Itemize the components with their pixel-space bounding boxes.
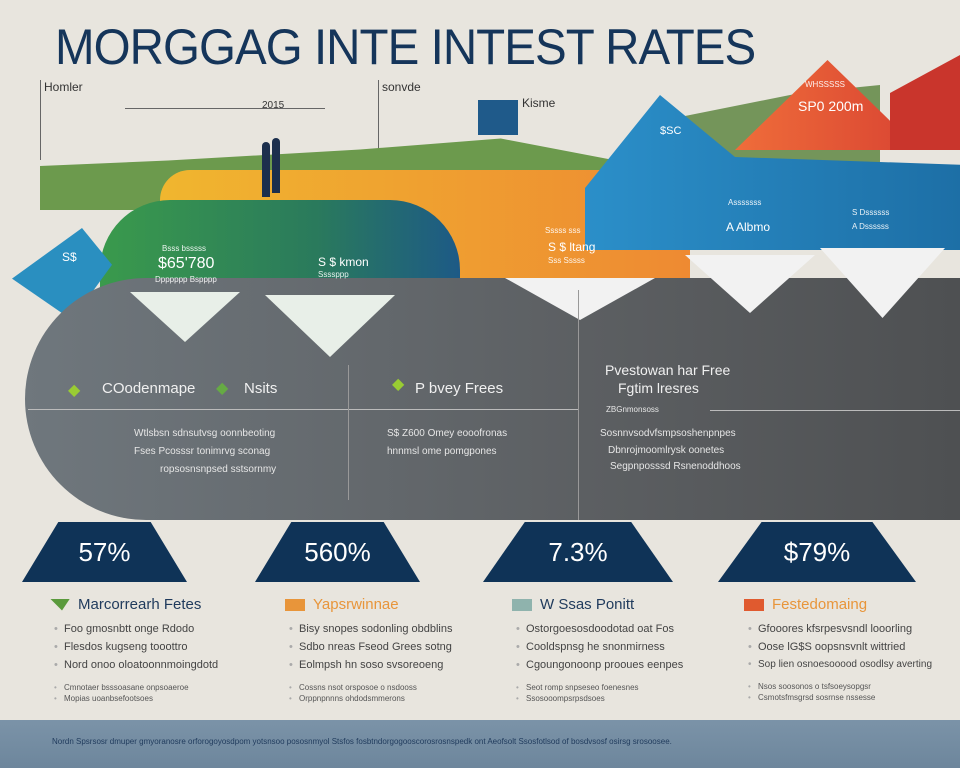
column-note: Orppnpnnns ohdodsmmerons bbox=[289, 694, 505, 703]
column-title: W Ssas Ponitt bbox=[540, 596, 635, 613]
marker-icon bbox=[512, 598, 532, 611]
label-kisme: Kisme bbox=[522, 96, 556, 110]
person-icon bbox=[272, 138, 280, 193]
divider bbox=[710, 410, 960, 411]
panel-heading: Nsits bbox=[244, 380, 278, 397]
panel-line: Wtlsbsn sdnsutvsg oonnbeoting bbox=[134, 428, 276, 439]
divider bbox=[578, 290, 579, 520]
column-note: Csmotsfmsgrsd sosrnse nssesse bbox=[748, 693, 960, 702]
panel-heading: Fgtim lresres bbox=[618, 380, 699, 396]
column-note: Seot romp snpseseo foenesnes bbox=[516, 683, 732, 692]
label-homler: Homler bbox=[44, 80, 83, 94]
red-value: SP0 200m bbox=[798, 98, 864, 114]
green-value-2: S $ kmon bbox=[318, 255, 369, 269]
blue-peak-label: $SC bbox=[660, 125, 682, 137]
column-item: Sop lien osnoesooood osodlsy averting bbox=[748, 659, 960, 670]
column-title: Festedomaing bbox=[772, 596, 868, 613]
panel-heading: P bvey Frees bbox=[415, 380, 504, 397]
info-column: W Ssas Ponitt Ostorgoesosdoodotad oat Fo… bbox=[512, 596, 732, 705]
marker-icon bbox=[744, 598, 764, 611]
green-sub: Dpppppp Bspppp bbox=[155, 275, 217, 284]
panel-line: Segpnposssd Rsnenoddhoos bbox=[610, 461, 741, 472]
orange-value: S $ ltang bbox=[548, 240, 596, 254]
footer-text: Nordn Spsrsosr dmuper gmyoranosre orforo… bbox=[52, 737, 672, 746]
leaf-icon: ◆ bbox=[68, 382, 81, 399]
person-icon bbox=[262, 142, 270, 197]
column-title: Marcorrearh Fetes bbox=[78, 596, 202, 613]
column-note: Cossns nsot orsposoe o nsdooss bbox=[289, 683, 505, 692]
panel-heading: Pvestowan har Free bbox=[605, 362, 731, 378]
info-column: Marcorrearh Fetes Foo gmosnbtt onge Rdod… bbox=[50, 596, 270, 705]
column-item: Cooldspnsg he snonmirness bbox=[516, 641, 732, 653]
column-item: Oose lG$S oopsnsvnlt wittried bbox=[748, 641, 960, 653]
orange-header: Sssss sss bbox=[545, 226, 581, 235]
panel-line: S$ Z600 Omey eooofronas bbox=[387, 428, 508, 439]
blue-header: Asssssss bbox=[728, 198, 762, 207]
column-item: Foo gmosnbtt onge Rdodo bbox=[54, 623, 270, 635]
panel-line: Fses Pcosssr tonimrvg sconag bbox=[134, 446, 271, 457]
column-item: Bisy snopes sodonling obdblins bbox=[289, 623, 505, 635]
rate-badge: 560% bbox=[255, 522, 420, 582]
column-item: Ostorgoesosdoodotad oat Fos bbox=[516, 623, 732, 635]
green-sub-2: Ssssppp bbox=[318, 270, 349, 279]
rate-badge: 57% bbox=[22, 522, 187, 582]
divider bbox=[348, 365, 349, 500]
column-item: Cgoungonoonp prooues eenpes bbox=[516, 659, 732, 671]
info-column: Yapsrwinnae Bisy snopes sodonling obdbli… bbox=[285, 596, 505, 705]
column-item: Sdbo nreas Fseod Grees sotng bbox=[289, 641, 505, 653]
divider bbox=[28, 409, 578, 410]
building-icon bbox=[478, 100, 518, 135]
label-year: 2015 bbox=[262, 100, 285, 111]
page-title: MORGGAG INTE INTEST RATES bbox=[55, 19, 756, 75]
column-note: Nsos soosonos o tsfsoeysopgsr bbox=[748, 682, 960, 691]
panel-line: Dbnrojmoomlrysk oonetes bbox=[608, 445, 725, 456]
green-value: $65'780 bbox=[158, 255, 215, 272]
rate-badge: $79% bbox=[718, 522, 916, 582]
divider bbox=[378, 80, 379, 190]
blue-sub-2: A Dssssss bbox=[852, 222, 889, 231]
red-header: WHSSSSS bbox=[805, 80, 846, 89]
panel-line: hnnmsl ome pomgpones bbox=[387, 446, 497, 457]
panel-line: ropsosnsnpsed sstsornmy bbox=[160, 464, 277, 475]
column-item: Nord onoo oloatoonnmoingdotd bbox=[54, 659, 270, 671]
column-title: Yapsrwinnae bbox=[313, 596, 399, 613]
rate-badge: 7.3% bbox=[483, 522, 673, 582]
column-note: Ssosooompsrpsdsoes bbox=[516, 694, 732, 703]
panel-sub: ZBGnmonsoss bbox=[606, 405, 659, 414]
panel-heading: COodenmape bbox=[102, 380, 196, 397]
red-hill bbox=[890, 55, 960, 150]
column-item: Gfooores kfsrpesvsndl looorling bbox=[748, 623, 960, 635]
marker-icon bbox=[285, 598, 305, 611]
blue-arrow-label: S$ bbox=[62, 250, 77, 264]
panel-line: Sosnnvsodvfsmpsoshenpnpes bbox=[600, 428, 736, 439]
marker-icon bbox=[50, 598, 70, 611]
divider bbox=[125, 108, 325, 109]
leaf-icon: ◆ bbox=[216, 380, 229, 397]
blue-value: A Albmo bbox=[726, 220, 771, 234]
divider bbox=[40, 80, 41, 160]
column-note: Mopias uoanbsefootsoes bbox=[54, 694, 270, 703]
column-note: Cmnotaer bsssoasane onpsoaeroe bbox=[54, 683, 270, 692]
green-header: Bsss bsssss bbox=[162, 244, 207, 253]
column-item: Eolmpsh hn soso svsoreoeng bbox=[289, 659, 505, 671]
leaf-icon: ◆ bbox=[392, 376, 405, 393]
label-sonvde: sonvde bbox=[382, 80, 421, 94]
column-item: Flesdos kugseng tooottro bbox=[54, 641, 270, 653]
blue-header-2: S Dssssss bbox=[852, 208, 890, 217]
info-column: Festedomaing Gfooores kfsrpesvsndl looor… bbox=[744, 596, 960, 704]
footer-band: Nordn Spsrsosr dmuper gmyoranosre orforo… bbox=[0, 720, 960, 768]
orange-sub: Sss Sssss bbox=[548, 256, 585, 265]
